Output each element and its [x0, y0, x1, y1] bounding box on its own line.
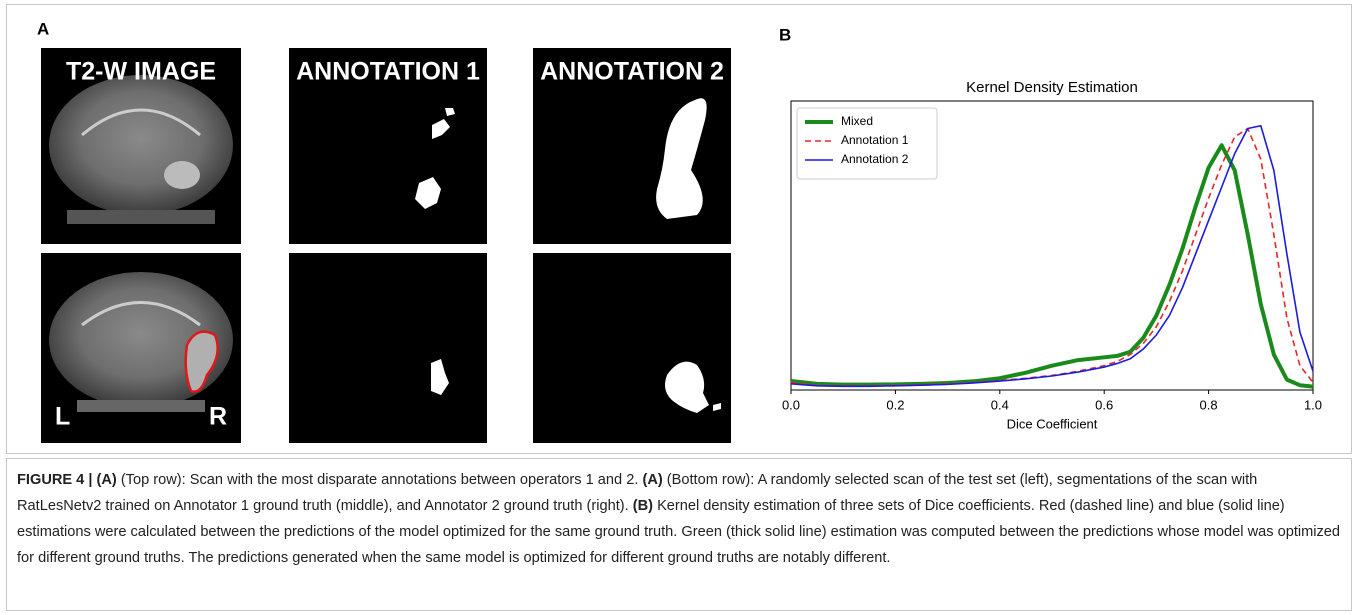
figure-canvas: A T2-W IMAGE ANNOTATION 1 ANNOTATION 2 L…: [7, 5, 1351, 453]
mask-image: [533, 253, 731, 443]
panel-label: B: [779, 25, 791, 44]
legend-label: Annotation 2: [841, 152, 909, 166]
panel-label: A: [37, 19, 49, 38]
legend-label: Annotation 1: [841, 133, 909, 147]
mask-image: ANNOTATION 2: [533, 48, 731, 244]
x-tick-label: 0.6: [1095, 397, 1113, 412]
mri-image: T2-W IMAGE: [41, 48, 241, 244]
x-tick-label: 0.0: [782, 397, 800, 412]
side-label: R: [209, 403, 227, 431]
mask-image: [289, 253, 487, 443]
x-tick-label: 0.2: [886, 397, 904, 412]
x-axis-label: Dice Coefficient: [1007, 416, 1098, 431]
side-label: L: [55, 403, 70, 431]
caption-bold: (A): [642, 472, 662, 488]
caption-bold: (B): [633, 498, 653, 514]
column-title: T2-W IMAGE: [66, 58, 216, 86]
x-tick-label: 0.8: [1200, 397, 1218, 412]
x-tick-label: 0.4: [991, 397, 1009, 412]
chart-title: Kernel Density Estimation: [966, 79, 1138, 96]
x-tick-label: 1.0: [1304, 397, 1322, 412]
column-title: ANNOTATION 1: [296, 58, 480, 86]
mask-image: ANNOTATION 1: [289, 48, 487, 244]
series-line: [791, 145, 1313, 386]
column-title: ANNOTATION 2: [540, 58, 724, 86]
page: {"panel_a": {"label": "A", "column_title…: [0, 0, 1360, 615]
mri-image: L R: [41, 253, 241, 443]
caption-text: (Top row): Scan with the most disparate …: [117, 472, 643, 488]
caption-bold: FIGURE 4 | (A): [17, 472, 117, 488]
legend-label: Mixed: [841, 114, 873, 128]
figure: A T2-W IMAGE ANNOTATION 1 ANNOTATION 2 L…: [6, 4, 1352, 454]
caption: FIGURE 4 | (A) (Top row): Scan with the …: [6, 458, 1352, 611]
